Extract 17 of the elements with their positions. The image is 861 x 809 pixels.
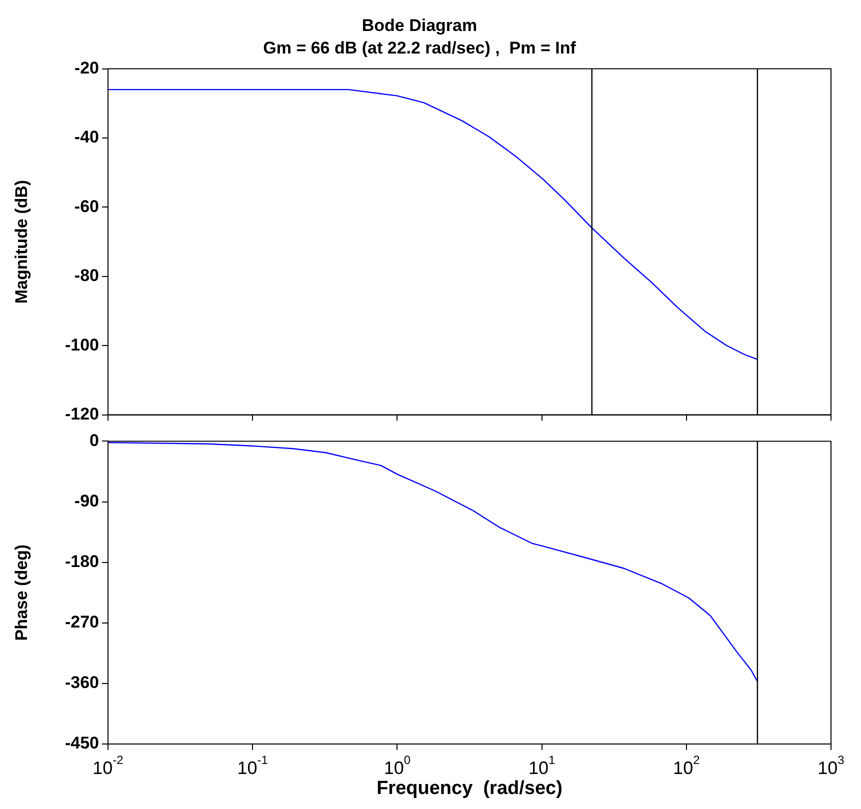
y-axis-title: Magnitude (dB) bbox=[12, 180, 31, 304]
y-tick-label: -20 bbox=[74, 58, 99, 78]
y-tick-label: -60 bbox=[74, 196, 99, 216]
y-tick-label: 0 bbox=[90, 430, 99, 450]
y-tick-label: -360 bbox=[64, 673, 99, 692]
y-tick-label: -270 bbox=[64, 612, 99, 632]
y-tick-label: -80 bbox=[74, 266, 99, 286]
y-tick-label: -100 bbox=[64, 335, 99, 354]
y-tick-label: -90 bbox=[74, 491, 99, 510]
y-tick-label: -450 bbox=[64, 734, 99, 753]
chart-subtitle: Gm = 66 dB (at 22.2 rad/sec) , Pm = Inf bbox=[263, 38, 576, 58]
chart-title: Bode Diagram bbox=[362, 16, 478, 35]
y-axis-title: Phase (deg) bbox=[12, 544, 31, 641]
x-axis-title: Frequency (rad/sec) bbox=[376, 778, 562, 799]
y-tick-label: -180 bbox=[64, 552, 99, 572]
y-tick-label: -120 bbox=[64, 404, 99, 424]
y-tick-label: -40 bbox=[74, 128, 99, 147]
